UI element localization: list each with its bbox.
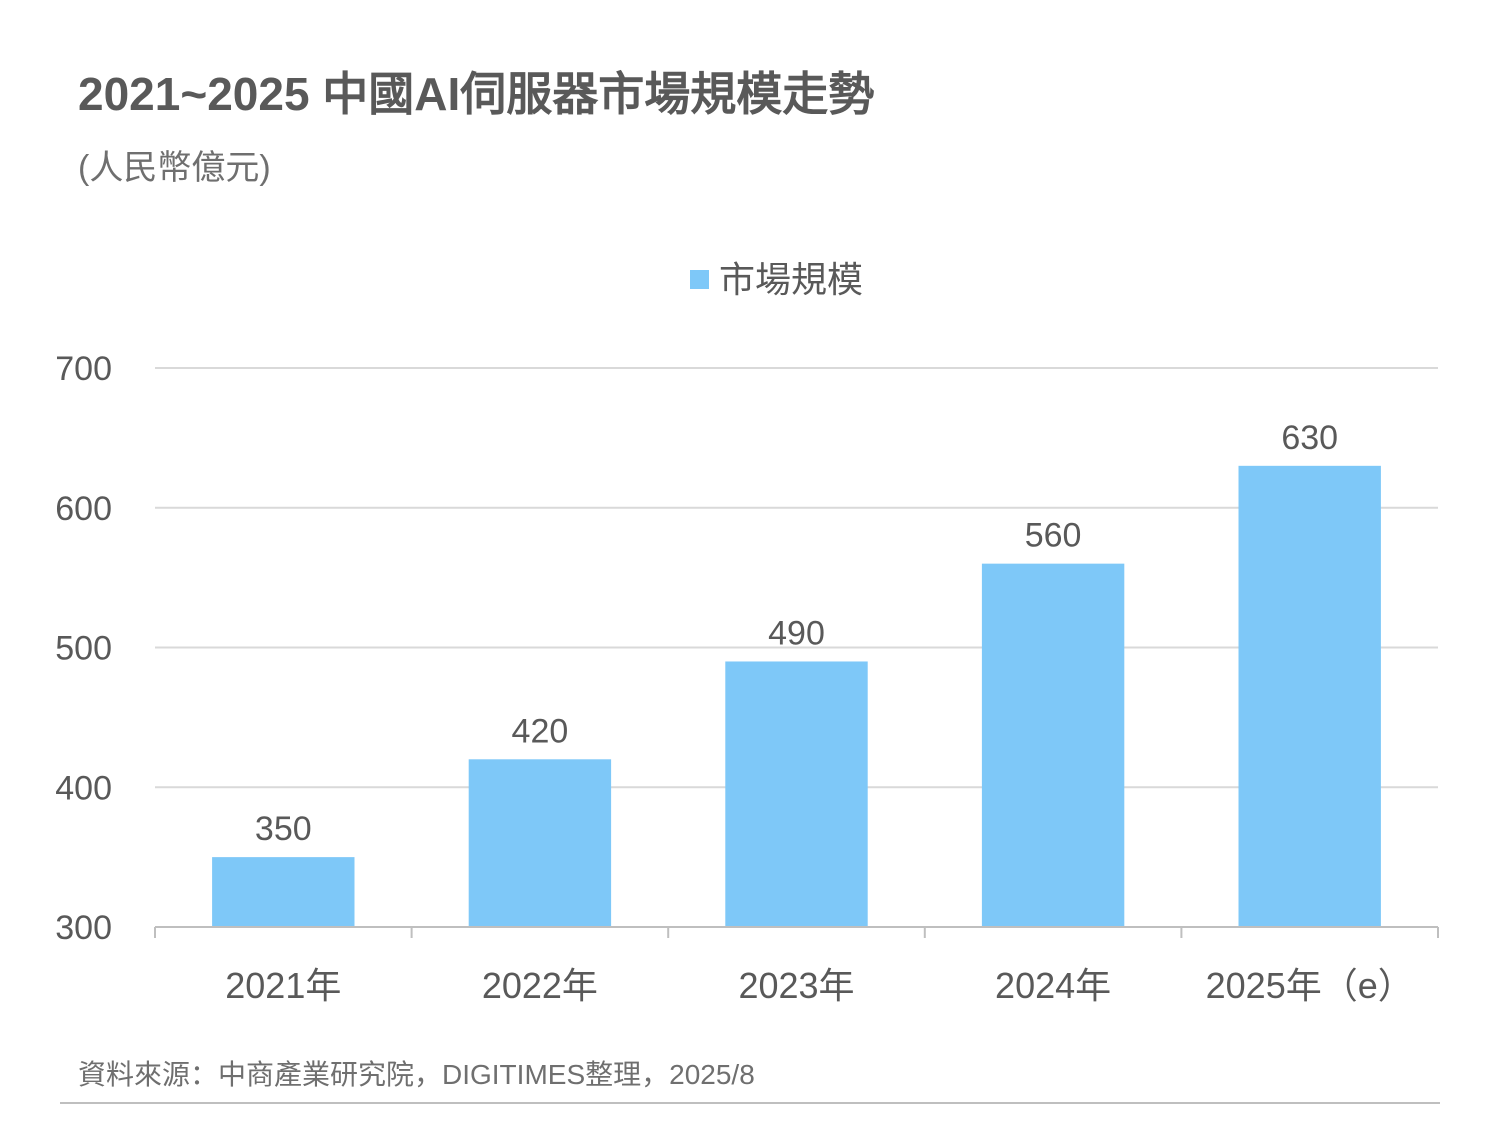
data-label: 560: [1025, 517, 1082, 555]
bar: [212, 857, 355, 927]
bottom-divider: [60, 1102, 1440, 1104]
legend-label: 市場規模: [719, 259, 863, 300]
legend-swatch: [690, 270, 709, 289]
data-label: 490: [768, 614, 825, 652]
x-tick-label: 2021年: [225, 965, 341, 1006]
y-tick-label: 500: [55, 630, 112, 668]
bar: [468, 759, 612, 927]
data-label: 420: [512, 712, 569, 750]
bars: [212, 465, 1381, 927]
y-tick-label: 300: [55, 909, 112, 947]
x-tick-label: 2025年（e）: [1206, 965, 1414, 1006]
data-labels: 350 420 490 560 630: [255, 419, 1338, 848]
x-axis: 2021年 2022年 2023年 2024年 2025年（e）: [154, 926, 1439, 1006]
y-tick-label: 600: [55, 490, 112, 528]
x-tick-label: 2024年: [995, 965, 1111, 1006]
legend: 市場規模: [690, 259, 863, 300]
y-tick-label: 400: [55, 769, 112, 807]
x-tick-label: 2022年: [482, 965, 598, 1006]
data-label: 350: [255, 810, 312, 848]
y-axis-tick-labels: 300 400 500 600 700: [55, 350, 112, 947]
chart-title: 2021~2025 中國AI伺服器市場規模走勢: [78, 68, 875, 120]
y-tick-label: 700: [55, 350, 112, 388]
bar: [725, 661, 868, 927]
chart-unit-subtitle: (人民幣億元): [78, 149, 271, 187]
bar: [1238, 465, 1381, 927]
source-note: 資料來源：中商產業研究院，DIGITIMES整理，2025/8: [78, 1059, 755, 1090]
x-tick-label: 2023年: [738, 965, 854, 1006]
bar: [981, 563, 1125, 927]
data-label: 630: [1281, 419, 1338, 457]
